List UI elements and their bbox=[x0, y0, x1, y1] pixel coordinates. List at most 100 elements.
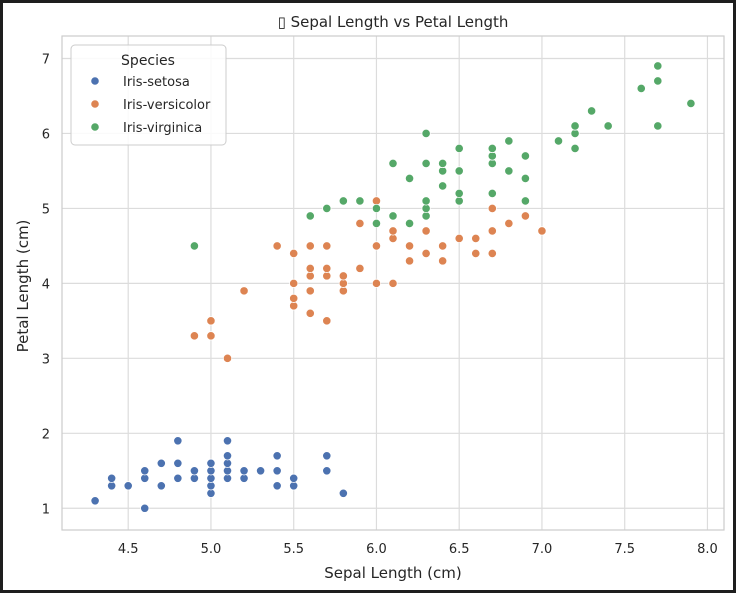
legend-label-versicolor: Iris-versicolor bbox=[123, 98, 211, 113]
data-point bbox=[504, 166, 514, 176]
data-point bbox=[355, 196, 365, 206]
x-tick-label: 6.0 bbox=[366, 542, 387, 557]
data-point bbox=[239, 286, 249, 296]
data-point bbox=[421, 248, 431, 258]
data-point bbox=[404, 218, 415, 229]
data-point bbox=[454, 143, 464, 154]
data-point bbox=[123, 481, 133, 491]
data-points bbox=[90, 61, 696, 513]
legend-box bbox=[70, 44, 227, 146]
data-point bbox=[355, 218, 365, 229]
data-point bbox=[322, 263, 332, 273]
x-tick-label: 6.5 bbox=[449, 542, 470, 557]
data-point bbox=[371, 278, 382, 288]
data-point bbox=[504, 136, 514, 146]
data-point bbox=[454, 233, 464, 243]
series-iris-virginica bbox=[189, 61, 696, 251]
y-tick-label: 6 bbox=[42, 127, 50, 142]
data-point bbox=[272, 481, 282, 491]
x-tick-label: 5.5 bbox=[283, 542, 304, 557]
x-tick-label: 7.5 bbox=[614, 542, 635, 557]
data-point bbox=[322, 241, 332, 251]
data-point bbox=[355, 263, 365, 273]
data-point bbox=[388, 211, 398, 221]
y-tick-label: 5 bbox=[42, 202, 50, 217]
data-point bbox=[305, 308, 315, 318]
data-point bbox=[305, 286, 315, 296]
data-point bbox=[438, 241, 448, 251]
data-point bbox=[206, 316, 216, 326]
y-axis-label: Petal Length (cm) bbox=[14, 220, 32, 353]
data-point bbox=[487, 226, 497, 236]
data-point bbox=[454, 166, 464, 176]
legend-marker-setosa bbox=[90, 76, 100, 86]
data-point bbox=[289, 293, 299, 303]
data-point bbox=[388, 226, 398, 236]
data-point bbox=[404, 256, 415, 266]
x-tick-label: 5.0 bbox=[201, 542, 222, 557]
data-point bbox=[140, 503, 150, 513]
data-point bbox=[371, 203, 382, 214]
data-point bbox=[653, 121, 663, 131]
data-point bbox=[371, 218, 382, 229]
y-tick-label: 3 bbox=[42, 352, 50, 367]
data-point bbox=[520, 173, 531, 184]
data-point bbox=[438, 181, 448, 191]
data-point bbox=[338, 488, 348, 498]
data-point bbox=[520, 196, 531, 206]
data-point bbox=[289, 473, 299, 483]
data-point bbox=[322, 451, 332, 461]
data-point bbox=[686, 98, 696, 109]
legend-label-setosa: Iris-setosa bbox=[123, 75, 190, 90]
data-point bbox=[272, 451, 282, 461]
data-point bbox=[388, 278, 398, 288]
data-point bbox=[404, 241, 415, 251]
data-point bbox=[421, 158, 431, 169]
data-point bbox=[520, 211, 531, 221]
legend: Species Iris-setosa Iris-versicolor Iris… bbox=[70, 44, 227, 146]
data-point bbox=[570, 143, 580, 154]
y-tick-label: 7 bbox=[42, 52, 50, 67]
data-point bbox=[305, 241, 315, 251]
data-point bbox=[189, 466, 199, 476]
data-point bbox=[338, 196, 348, 206]
legend-title: Species bbox=[121, 53, 175, 69]
data-point bbox=[222, 353, 233, 363]
data-point bbox=[305, 211, 315, 221]
data-point bbox=[586, 106, 597, 116]
data-point bbox=[189, 241, 199, 251]
data-point bbox=[653, 61, 663, 71]
data-point bbox=[289, 278, 299, 288]
data-point bbox=[487, 248, 497, 258]
data-point bbox=[388, 158, 398, 169]
data-point bbox=[272, 241, 282, 251]
data-point bbox=[471, 233, 481, 243]
data-point bbox=[140, 466, 150, 476]
y-tick-label: 2 bbox=[42, 427, 50, 442]
data-point bbox=[487, 143, 497, 154]
data-point bbox=[222, 451, 233, 461]
data-point bbox=[636, 83, 646, 94]
data-point bbox=[189, 331, 199, 341]
data-point bbox=[289, 248, 299, 258]
data-point bbox=[471, 248, 481, 258]
grid-lines bbox=[62, 36, 724, 530]
series-iris-versicolor bbox=[189, 196, 547, 363]
data-point bbox=[156, 481, 166, 491]
x-tick-label: 7.0 bbox=[532, 542, 553, 557]
data-point bbox=[371, 241, 382, 251]
chart-title: ▯ Sepal Length vs Petal Length bbox=[278, 13, 509, 31]
data-point bbox=[272, 466, 282, 476]
data-point bbox=[322, 203, 332, 214]
data-point bbox=[322, 466, 332, 476]
data-point bbox=[603, 121, 613, 131]
scatter-chart: 4.5 5.0 5.5 6.0 6.5 7.0 7.5 8.0 1 2 3 4 5 6 7 ▯ Sepal … bbox=[3, 3, 733, 590]
data-point bbox=[404, 173, 415, 184]
data-point bbox=[438, 256, 448, 266]
data-point bbox=[107, 473, 117, 483]
x-axis-label: Sepal Length (cm) bbox=[324, 564, 461, 582]
data-point bbox=[487, 203, 497, 214]
data-point bbox=[553, 136, 564, 146]
legend-marker-virginica bbox=[90, 122, 100, 132]
data-point bbox=[537, 226, 547, 236]
